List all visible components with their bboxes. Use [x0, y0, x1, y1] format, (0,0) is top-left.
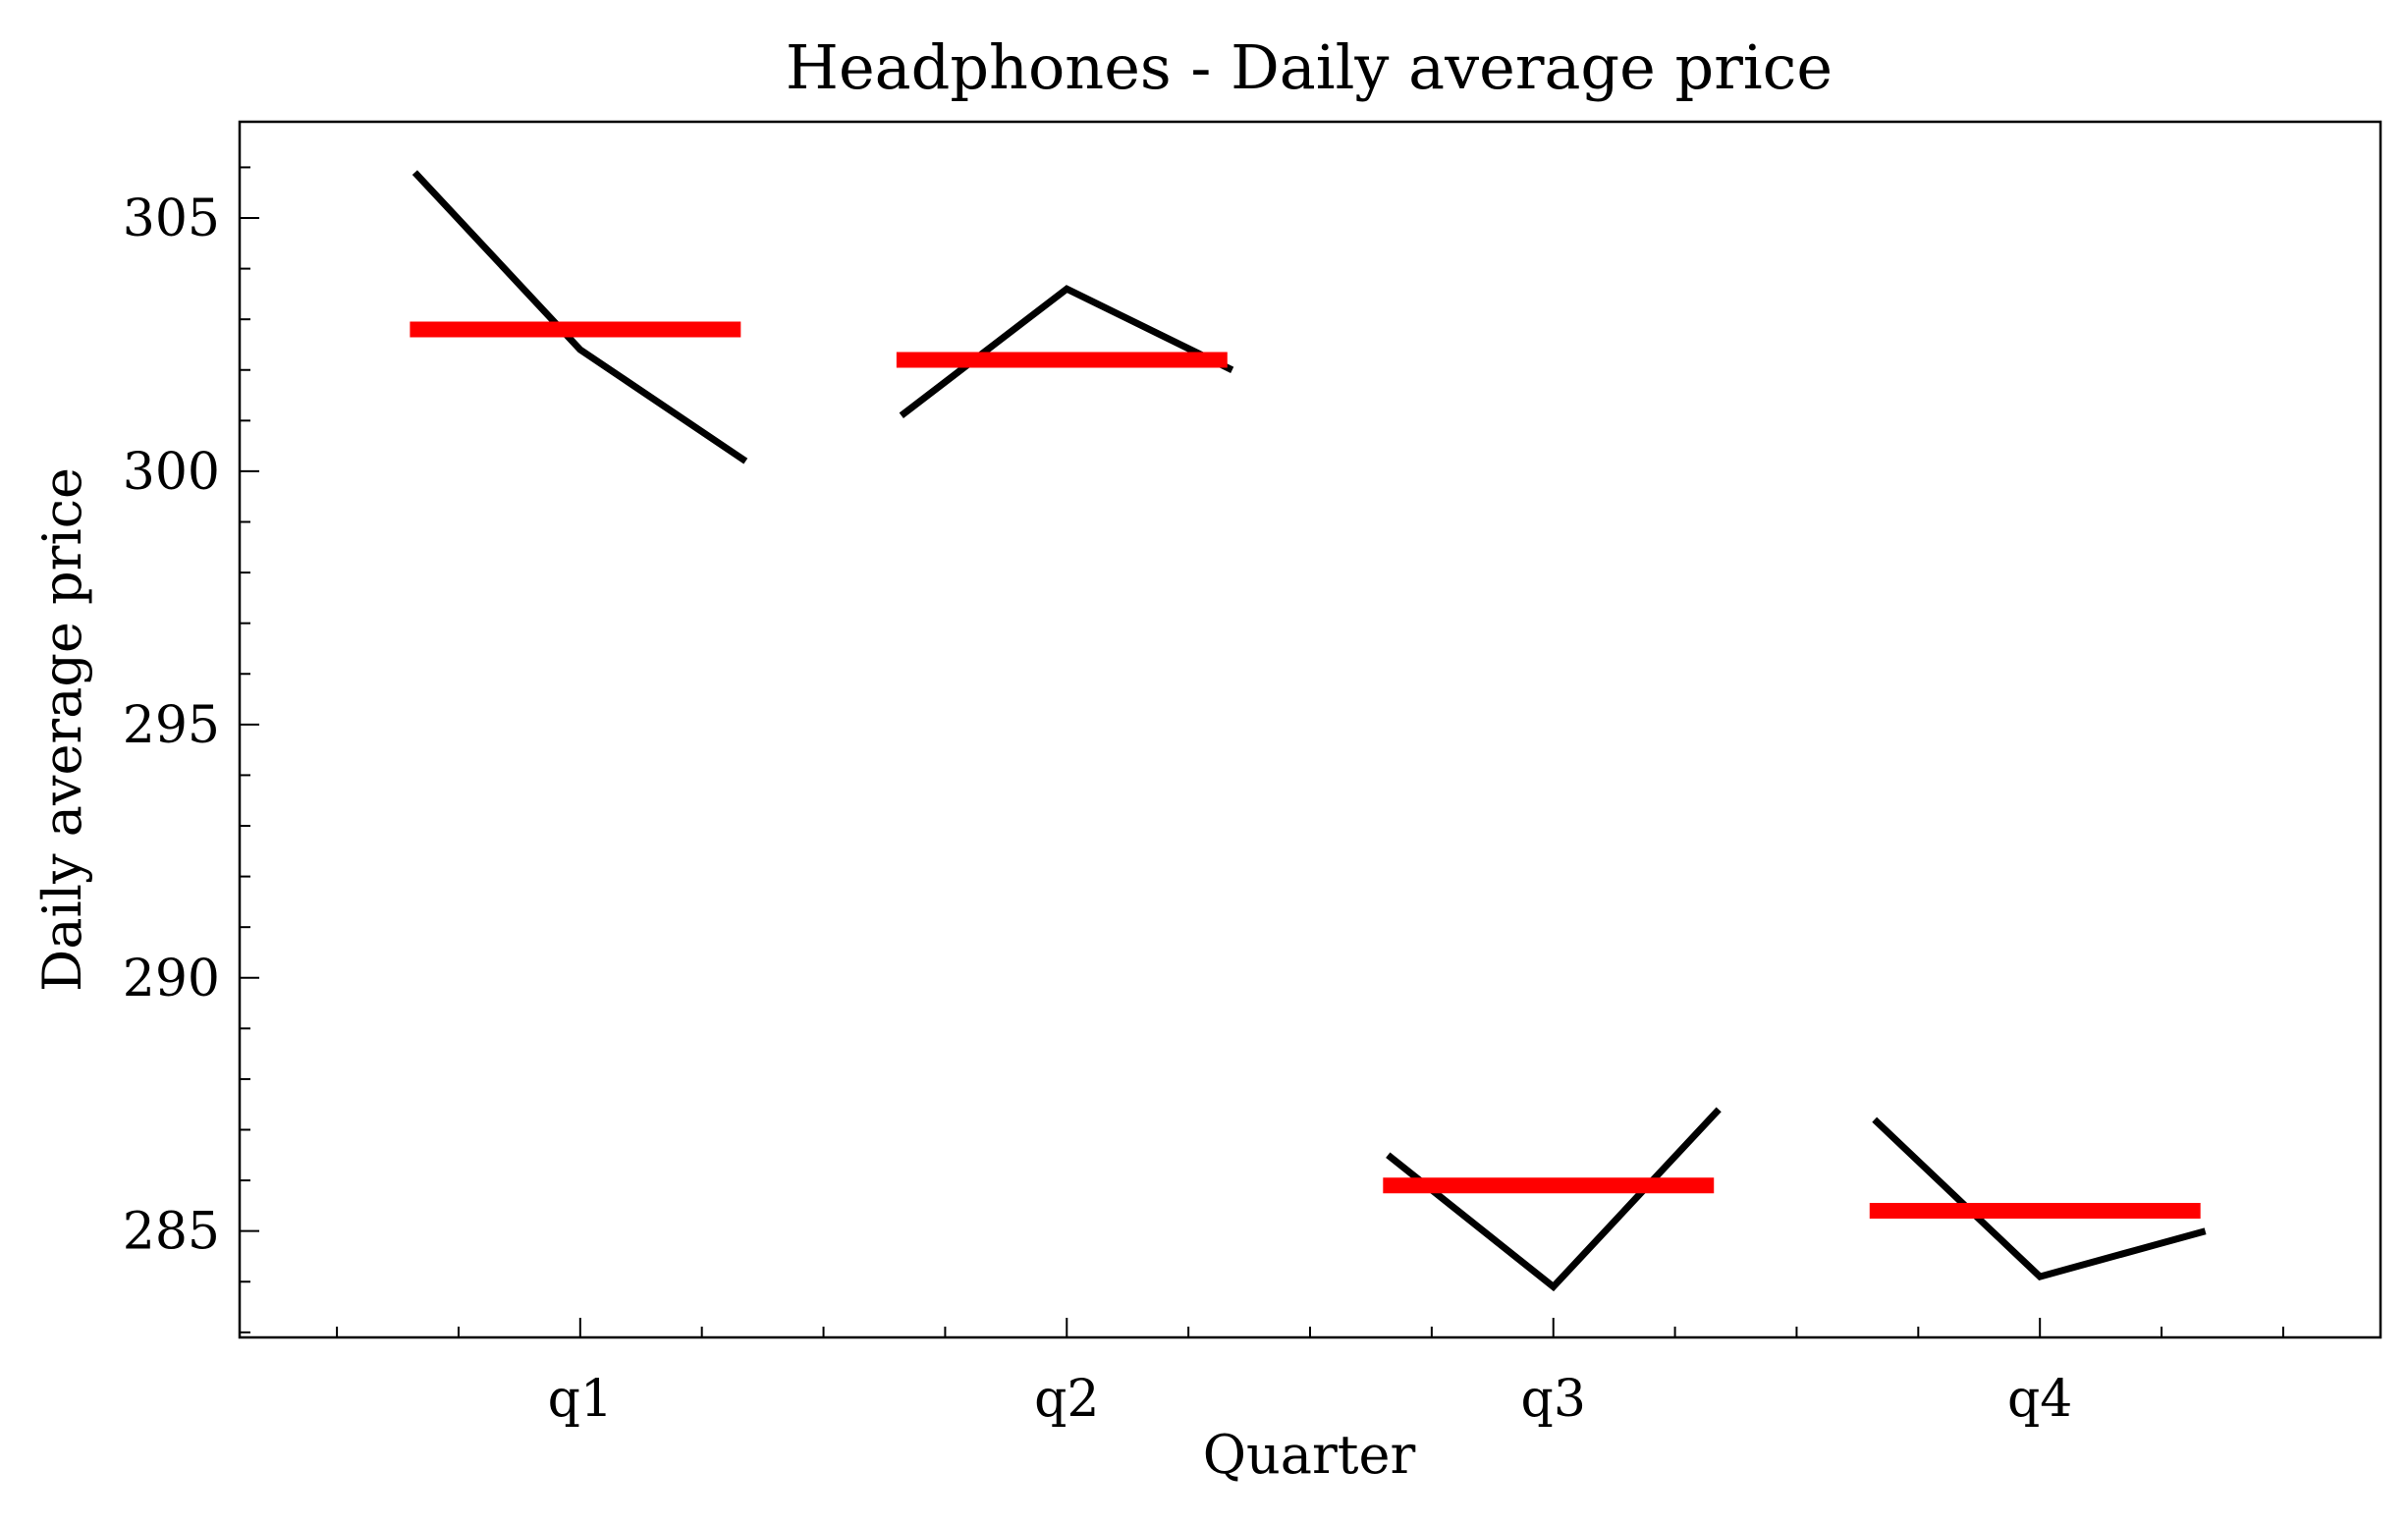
y-tick-label: 295: [123, 696, 220, 755]
price-line-q2: [899, 285, 1234, 418]
axes-layer: 285 290 295 300 305 q1 q2 q3 q4: [123, 120, 2382, 1429]
x-tick-label: q3: [1521, 1370, 1586, 1429]
y-tick-label: 290: [123, 950, 220, 1008]
x-tick-label: q4: [2007, 1370, 2072, 1429]
y-tick-label: 300: [123, 443, 220, 502]
price-line-q1: [411, 170, 748, 464]
price-line-q3: [1386, 1107, 1722, 1292]
x-tick-label: q1: [548, 1370, 613, 1429]
y-tick-label: 305: [123, 190, 220, 248]
x-axis-label: Quarter: [1203, 1424, 1416, 1486]
y-axis-label: Daily average price: [31, 467, 93, 992]
chart-title: Headphones - Daily average price: [786, 31, 1833, 103]
marks-layer: [410, 170, 2207, 1292]
price-line-q4: [1872, 1116, 2207, 1280]
x-tick-label: q2: [1034, 1370, 1099, 1429]
y-tick-label: 285: [123, 1203, 220, 1262]
